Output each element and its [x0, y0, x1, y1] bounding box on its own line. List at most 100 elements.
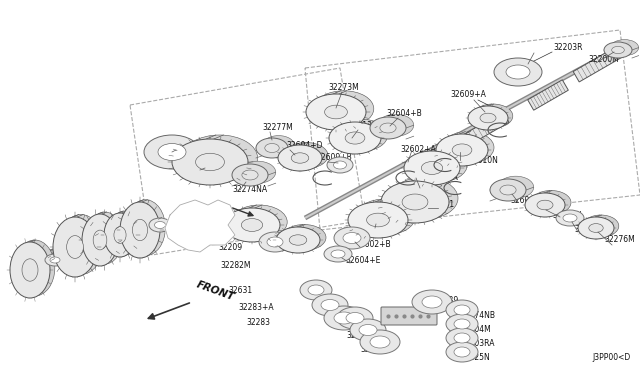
Ellipse shape: [442, 131, 494, 164]
Ellipse shape: [612, 46, 624, 54]
Text: 32204M: 32204M: [460, 325, 491, 334]
Text: 32200M: 32200M: [588, 55, 619, 64]
Ellipse shape: [333, 161, 346, 169]
Ellipse shape: [343, 232, 361, 244]
Text: 00830-32200
PIN(1): 00830-32200 PIN(1): [384, 309, 431, 323]
Ellipse shape: [412, 148, 467, 182]
Ellipse shape: [370, 336, 390, 348]
Ellipse shape: [498, 176, 534, 198]
Ellipse shape: [390, 177, 458, 219]
Ellipse shape: [262, 136, 294, 155]
Ellipse shape: [114, 227, 126, 243]
Ellipse shape: [241, 218, 262, 231]
Polygon shape: [527, 80, 568, 110]
Ellipse shape: [282, 224, 326, 250]
Ellipse shape: [259, 232, 291, 252]
Text: 32631: 32631: [228, 286, 252, 295]
Ellipse shape: [589, 224, 604, 232]
Ellipse shape: [370, 117, 406, 139]
Ellipse shape: [378, 114, 413, 136]
Ellipse shape: [404, 151, 460, 185]
Ellipse shape: [284, 142, 328, 169]
Ellipse shape: [412, 290, 452, 314]
Ellipse shape: [446, 300, 478, 320]
Ellipse shape: [556, 210, 584, 226]
Ellipse shape: [421, 161, 443, 174]
Text: 32225N: 32225N: [460, 353, 490, 362]
Ellipse shape: [360, 330, 400, 354]
Text: 32602+B: 32602+B: [355, 240, 390, 249]
Ellipse shape: [494, 58, 542, 86]
Text: 32331: 32331: [430, 200, 454, 209]
Ellipse shape: [346, 312, 364, 324]
Ellipse shape: [278, 145, 322, 171]
Ellipse shape: [182, 135, 258, 181]
Ellipse shape: [109, 211, 141, 255]
Text: 32602+A: 32602+A: [400, 145, 436, 154]
Text: 32604+D: 32604+D: [286, 141, 323, 150]
Ellipse shape: [331, 250, 345, 258]
Text: 32310M: 32310M: [192, 168, 223, 177]
Ellipse shape: [321, 299, 339, 311]
Ellipse shape: [446, 328, 478, 348]
Text: 32300N: 32300N: [360, 221, 390, 230]
Ellipse shape: [531, 190, 571, 215]
Text: 32209: 32209: [218, 243, 242, 252]
Polygon shape: [451, 112, 509, 152]
Ellipse shape: [525, 193, 565, 217]
Text: 32347M: 32347M: [148, 143, 179, 152]
Ellipse shape: [149, 218, 171, 232]
Text: 32286M: 32286M: [346, 331, 376, 340]
Ellipse shape: [454, 319, 470, 329]
Ellipse shape: [563, 214, 577, 222]
Text: 32604+E: 32604+E: [345, 256, 380, 265]
Ellipse shape: [104, 213, 136, 257]
Ellipse shape: [537, 200, 553, 210]
Ellipse shape: [59, 215, 103, 275]
Text: 32609+B: 32609+B: [316, 153, 352, 162]
Text: 32203R: 32203R: [553, 43, 582, 52]
Ellipse shape: [583, 215, 619, 237]
Ellipse shape: [306, 94, 366, 130]
Ellipse shape: [335, 119, 388, 151]
Ellipse shape: [348, 202, 408, 238]
Ellipse shape: [276, 227, 320, 253]
Ellipse shape: [490, 179, 526, 201]
Text: 32630S: 32630S: [332, 316, 361, 325]
Ellipse shape: [381, 181, 449, 223]
Ellipse shape: [578, 217, 614, 239]
Ellipse shape: [87, 212, 123, 264]
Ellipse shape: [67, 235, 83, 259]
Ellipse shape: [500, 185, 516, 195]
Polygon shape: [573, 44, 627, 82]
Ellipse shape: [350, 319, 386, 341]
Ellipse shape: [265, 144, 279, 153]
Ellipse shape: [436, 134, 488, 166]
Ellipse shape: [132, 219, 148, 241]
Ellipse shape: [468, 106, 508, 130]
Ellipse shape: [256, 138, 288, 158]
Ellipse shape: [314, 91, 374, 127]
Ellipse shape: [380, 123, 396, 133]
Ellipse shape: [454, 305, 470, 315]
Ellipse shape: [367, 213, 389, 227]
Ellipse shape: [452, 144, 472, 156]
Ellipse shape: [308, 285, 324, 295]
Text: J3PP00<D: J3PP00<D: [592, 353, 630, 362]
Ellipse shape: [480, 113, 496, 123]
Text: 32203RA: 32203RA: [460, 339, 495, 348]
Text: 32217H: 32217H: [552, 211, 582, 220]
Text: 32213M: 32213M: [348, 121, 379, 130]
Text: 32277M: 32277M: [262, 123, 292, 132]
Text: 32283+A: 32283+A: [152, 225, 188, 234]
Text: 32602+A: 32602+A: [422, 173, 458, 182]
Ellipse shape: [446, 314, 478, 334]
Ellipse shape: [473, 104, 513, 128]
Ellipse shape: [158, 144, 186, 160]
Ellipse shape: [172, 139, 248, 185]
Ellipse shape: [324, 246, 352, 262]
Ellipse shape: [240, 161, 276, 183]
Ellipse shape: [324, 105, 348, 119]
Ellipse shape: [196, 153, 225, 171]
Ellipse shape: [334, 312, 354, 324]
